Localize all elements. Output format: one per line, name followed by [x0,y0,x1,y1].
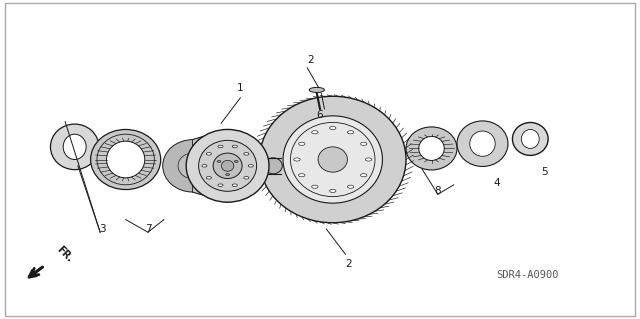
Circle shape [232,184,237,187]
Ellipse shape [259,96,406,223]
Text: SDR4-A0900: SDR4-A0900 [496,270,558,280]
Ellipse shape [91,130,161,189]
Text: 8: 8 [435,186,441,196]
Circle shape [244,176,249,179]
Ellipse shape [198,140,257,191]
Circle shape [218,145,223,148]
Circle shape [226,174,230,175]
Circle shape [360,142,367,145]
Ellipse shape [522,130,540,148]
Text: 3: 3 [99,224,106,234]
Ellipse shape [51,124,99,170]
Text: 7: 7 [145,224,151,234]
Circle shape [232,145,237,148]
Circle shape [312,185,318,188]
Ellipse shape [406,127,457,170]
Circle shape [202,165,207,167]
Text: FR.: FR. [54,244,74,264]
Polygon shape [193,130,228,202]
Ellipse shape [221,160,234,171]
Circle shape [218,184,223,187]
Circle shape [299,142,305,145]
Ellipse shape [513,122,548,155]
Circle shape [248,165,253,167]
Circle shape [348,185,354,188]
Text: 2: 2 [346,259,352,269]
Text: 1: 1 [237,83,244,93]
Text: 5: 5 [541,167,548,177]
Ellipse shape [283,116,383,203]
Text: 4: 4 [494,178,500,188]
Circle shape [330,127,336,130]
Circle shape [217,160,221,162]
Ellipse shape [163,140,222,192]
Ellipse shape [309,87,324,93]
Circle shape [234,160,238,162]
Ellipse shape [470,131,495,156]
Ellipse shape [106,141,145,178]
Ellipse shape [213,153,242,179]
Ellipse shape [63,134,86,160]
Ellipse shape [457,121,508,167]
Circle shape [365,158,372,161]
Circle shape [206,152,211,155]
Ellipse shape [318,147,348,172]
Ellipse shape [178,153,207,179]
Circle shape [360,174,367,177]
Circle shape [312,131,318,134]
Circle shape [206,176,211,179]
Circle shape [330,189,336,192]
Text: 6: 6 [317,110,323,121]
Circle shape [348,131,354,134]
Ellipse shape [264,158,282,174]
Circle shape [299,174,305,177]
Ellipse shape [419,137,444,160]
Ellipse shape [186,130,269,202]
Text: 2: 2 [307,55,314,65]
Circle shape [294,158,300,161]
Circle shape [244,152,249,155]
